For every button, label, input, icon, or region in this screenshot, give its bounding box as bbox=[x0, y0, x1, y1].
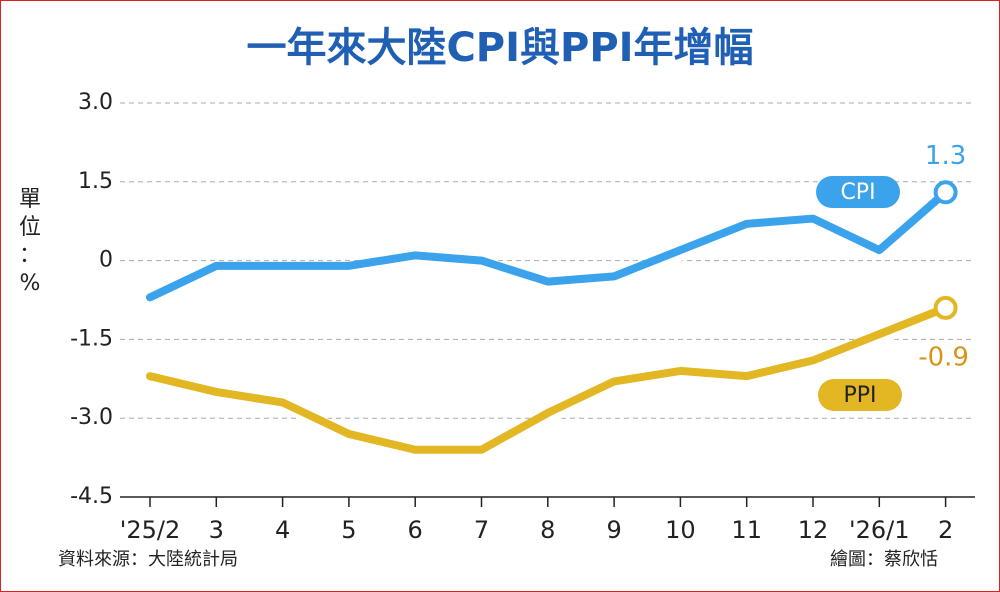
x-tick-label: 9 bbox=[606, 516, 621, 544]
end-point bbox=[933, 180, 958, 205]
x-tick-label: 3 bbox=[209, 516, 224, 544]
y-tick-label: 3.0 bbox=[78, 90, 113, 115]
y-tick-label: -3.0 bbox=[70, 405, 113, 430]
y-tick-label: 0 bbox=[99, 248, 113, 273]
x-tick-label: 11 bbox=[731, 516, 762, 544]
credit: 繪圖：蔡欣恬 bbox=[830, 549, 938, 570]
x-tick-label: 2 bbox=[938, 516, 953, 544]
end-point bbox=[933, 295, 958, 320]
series-line bbox=[146, 188, 950, 302]
y-axis-label-text: 單位：% bbox=[19, 187, 41, 296]
source: 資料來源：大陸統計局 bbox=[58, 549, 238, 570]
x-tick-label: '26/1 bbox=[849, 516, 910, 544]
x-tick-label: 12 bbox=[798, 516, 829, 544]
y-tick-label: -1.5 bbox=[70, 326, 113, 351]
x-tick-label: 6 bbox=[408, 516, 423, 544]
chart-title: 一年來大陸CPI與PPI年增幅 bbox=[246, 25, 753, 71]
y-tick-label: 1.5 bbox=[78, 169, 113, 194]
x-tick-label: 7 bbox=[474, 516, 489, 544]
y-tick-label: -4.5 bbox=[70, 484, 113, 509]
legend-label: PPI bbox=[843, 383, 876, 408]
y-axis-label: 單位：% bbox=[19, 187, 41, 296]
x-tick-label: 10 bbox=[665, 516, 696, 544]
x-tick-label: 5 bbox=[341, 516, 356, 544]
legend-label: CPI bbox=[840, 180, 875, 205]
data-label: -0.9 bbox=[918, 342, 969, 372]
legend-pill bbox=[818, 379, 902, 411]
legend-pill bbox=[816, 176, 900, 208]
series-line bbox=[146, 303, 950, 454]
x-tick-label: 8 bbox=[540, 516, 555, 544]
x-tick-label: 4 bbox=[275, 516, 290, 544]
data-label: 1.3 bbox=[925, 141, 966, 171]
x-tick-label: '25/2 bbox=[120, 516, 181, 544]
